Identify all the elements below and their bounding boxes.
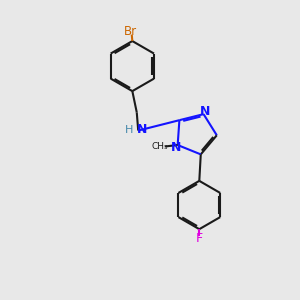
Text: N: N: [171, 141, 181, 154]
Text: Br: Br: [124, 25, 137, 38]
Text: H: H: [125, 125, 134, 135]
Text: N: N: [136, 124, 147, 136]
Text: N: N: [200, 105, 210, 118]
Text: CH₃: CH₃: [151, 142, 168, 151]
Text: F: F: [196, 232, 203, 245]
